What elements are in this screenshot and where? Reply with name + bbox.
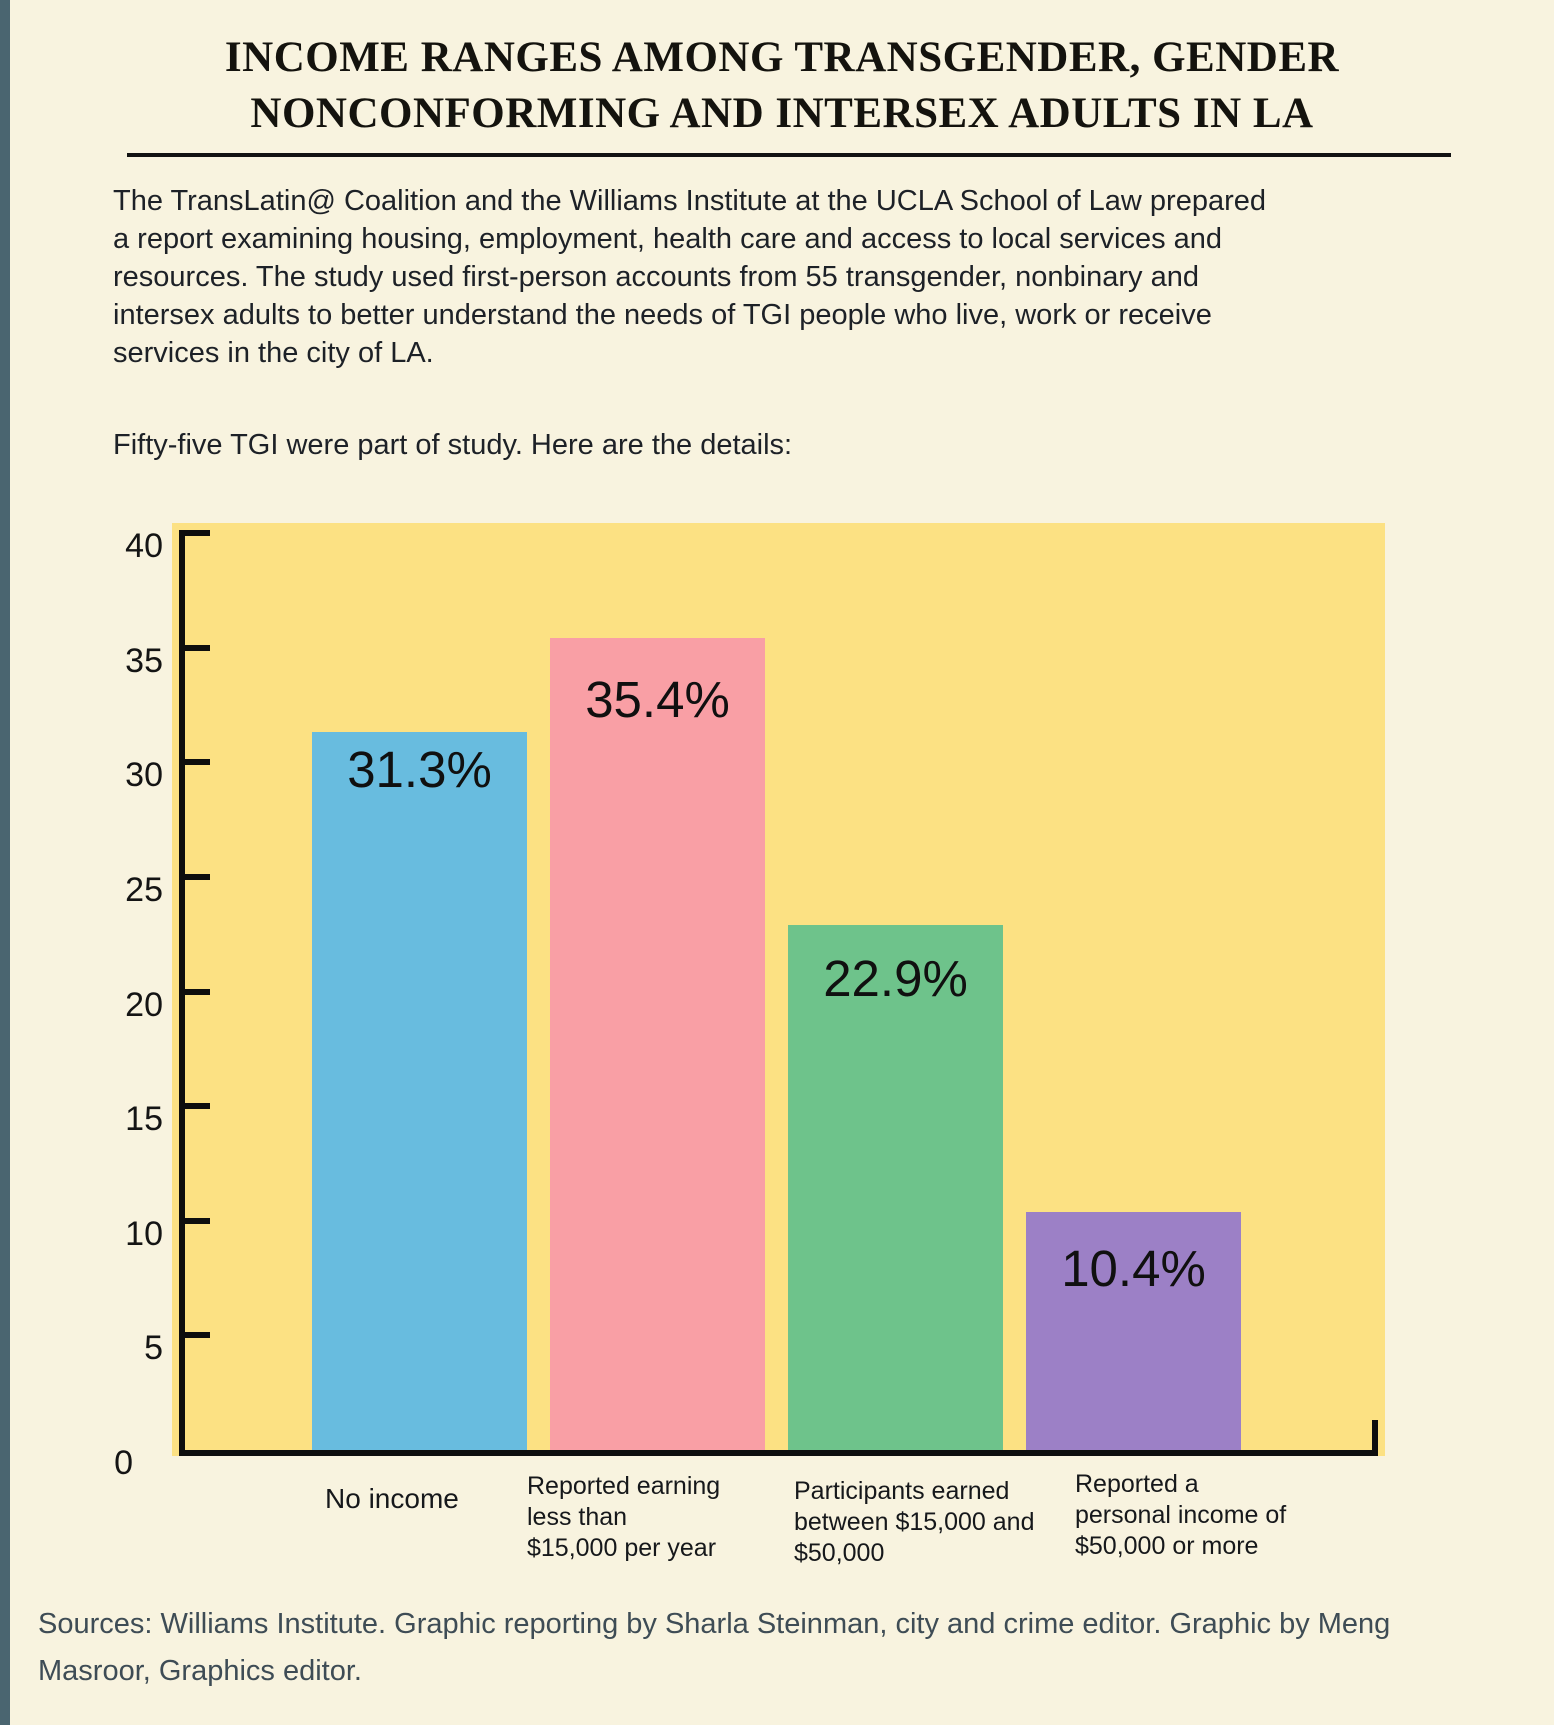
bar-value-label: 22.9% [823,950,968,1007]
y-tick-label: 20 [125,986,163,1024]
y-axis-tick [179,989,210,995]
y-tick-label: 10 [125,1215,163,1253]
page-title: INCOME RANGES AMONG TRANSGENDER, GENDER … [224,34,1340,137]
x-category-label: Reported earning less than $15,000 per y… [527,1472,721,1562]
x-category-label: Participants earned between $15,000 and … [794,1477,1035,1567]
y-tick-label: 15 [125,1100,163,1138]
x-category-label: Reported a personal income of $50,000 or… [1075,1470,1287,1560]
source-credit: Sources: Williams Institute. Graphic rep… [38,1608,1391,1687]
bar-value-label: 10.4% [1061,1240,1206,1297]
y-tick-label: 25 [125,871,163,909]
bar-reported-a-personal-income-of-50-000-or-more [1026,1212,1241,1450]
y-tick-label: 0 [114,1444,133,1482]
bar-reported-earning-less-than-15-000-per-year [550,638,765,1450]
y-axis-tick [179,1103,210,1109]
bar-value-label: 31.3% [347,741,492,798]
bar-value-label: 35.4% [585,671,730,728]
intro-paragraph: The TransLatin@ Coalition and the Willia… [113,185,1266,369]
y-tick-label: 30 [125,756,163,794]
y-axis-tick [179,874,210,880]
title-divider [127,153,1451,157]
y-axis-tick [179,645,210,651]
y-axis-tick [179,1218,210,1224]
bar-no-income [312,732,527,1450]
left-edge-strip [0,0,10,1725]
y-tick-label: 40 [125,527,163,565]
x-category-label: No income [325,1483,459,1514]
y-axis-tick [179,759,210,765]
y-tick-label: 5 [144,1329,163,1367]
bar-participants-earned-between-15-000-and-50-000 [788,925,1003,1450]
y-tick-label: 35 [125,642,163,680]
y-axis-tick [179,530,210,536]
y-axis-tick [179,1332,210,1338]
x-axis-line [179,1450,1378,1456]
x-axis-end-tick [1372,1420,1378,1456]
study-details-lead-in: Fifty-five TGI were part of study. Here … [113,429,793,461]
